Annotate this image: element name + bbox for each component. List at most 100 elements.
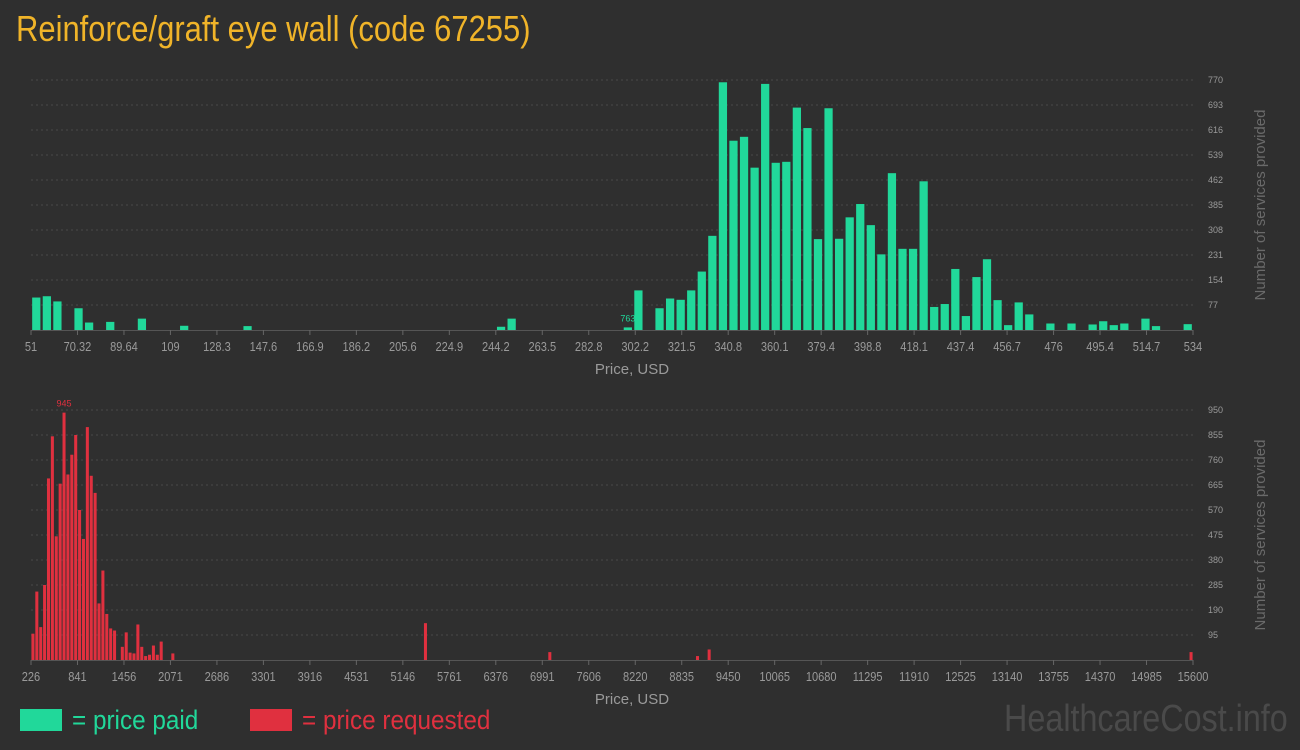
requested-xtick-label: 2686 bbox=[205, 669, 230, 684]
paid-bar bbox=[982, 259, 992, 330]
paid-bar bbox=[1025, 314, 1034, 330]
paid-bar bbox=[1183, 324, 1192, 330]
requested-bar bbox=[97, 603, 101, 660]
requested-bar bbox=[707, 649, 711, 660]
paid-xtick-label: 321.5 bbox=[668, 339, 696, 354]
paid-y-axis-label: Number of services provided bbox=[1252, 110, 1269, 301]
paid-bar bbox=[718, 82, 728, 330]
requested-xtick-label: 13140 bbox=[992, 669, 1023, 684]
requested-xtick-label: 15600 bbox=[1178, 669, 1209, 684]
requested-bar bbox=[148, 654, 152, 660]
paid-bar bbox=[697, 271, 706, 330]
requested-xtick-label: 9450 bbox=[716, 669, 741, 684]
paid-xtick-label: 186.2 bbox=[343, 339, 371, 354]
paid-bar bbox=[887, 173, 897, 330]
paid-xtick-label: 476 bbox=[1044, 339, 1063, 354]
requested-xtick-label: 841 bbox=[68, 669, 87, 684]
paid-bar bbox=[930, 306, 939, 330]
paid-xtick-label: 244.2 bbox=[482, 339, 510, 354]
requested-bar bbox=[78, 510, 82, 660]
requested-ytick-label: 380 bbox=[1208, 555, 1223, 565]
paid-xtick-label: 109 bbox=[161, 339, 180, 354]
paid-bar bbox=[813, 239, 823, 330]
paid-bar bbox=[856, 204, 865, 330]
paid-xtick-label: 166.9 bbox=[296, 339, 324, 354]
legend-paid-swatch bbox=[20, 709, 62, 731]
page-title: Reinforce/graft eye wall (code 67255) bbox=[16, 8, 531, 49]
requested-bar bbox=[85, 427, 89, 660]
paid-xtick-label: 495.4 bbox=[1086, 339, 1114, 354]
paid-bar bbox=[1151, 326, 1161, 330]
requested-bar bbox=[50, 436, 54, 660]
paid-ytick-label: 539 bbox=[1208, 150, 1223, 160]
paid-bar bbox=[623, 327, 632, 330]
paid-bar bbox=[908, 248, 918, 330]
paid-bar bbox=[940, 304, 949, 330]
requested-ytick-label: 475 bbox=[1208, 530, 1223, 540]
legend-price-requested: = price requested bbox=[250, 703, 511, 737]
requested-y-axis-label: Number of services provided bbox=[1252, 440, 1269, 631]
paid-bar bbox=[1004, 325, 1013, 330]
requested-bar bbox=[62, 412, 66, 660]
paid-xtick-label: 360.1 bbox=[761, 339, 789, 354]
paid-bar bbox=[243, 326, 252, 330]
requested-xtick-label: 10680 bbox=[806, 669, 837, 684]
paid-bar bbox=[137, 318, 147, 330]
paid-bar bbox=[84, 322, 94, 330]
requested-ytick-label: 285 bbox=[1208, 580, 1223, 590]
paid-bar bbox=[708, 235, 717, 330]
paid-bar bbox=[74, 308, 83, 330]
paid-bar bbox=[106, 321, 115, 330]
legend-requested-swatch bbox=[250, 709, 292, 731]
requested-xtick-label: 12525 bbox=[945, 669, 976, 684]
paid-bar bbox=[834, 238, 844, 330]
requested-xtick-label: 8835 bbox=[669, 669, 694, 684]
requested-bar bbox=[93, 492, 97, 660]
requested-bar bbox=[101, 570, 105, 660]
requested-ytick-label: 760 bbox=[1208, 455, 1223, 465]
paid-bar bbox=[1067, 323, 1076, 330]
requested-bar bbox=[120, 646, 124, 660]
requested-bar bbox=[695, 656, 700, 660]
requested-x-axis-label: Price, USD bbox=[595, 691, 669, 708]
requested-xtick-label: 5761 bbox=[437, 669, 462, 684]
requested-xtick-label: 8220 bbox=[623, 669, 648, 684]
requested-bar bbox=[70, 454, 74, 660]
paid-xtick-label: 51 bbox=[25, 339, 38, 354]
paid-xtick-label: 205.6 bbox=[389, 339, 417, 354]
requested-bar bbox=[113, 630, 117, 660]
requested-xtick-label: 3301 bbox=[251, 669, 276, 684]
paid-bar bbox=[507, 318, 516, 330]
requested-bar bbox=[58, 483, 62, 660]
paid-bar bbox=[1099, 321, 1108, 330]
requested-bar bbox=[124, 632, 128, 660]
paid-xtick-label: 147.6 bbox=[250, 339, 278, 354]
requested-bar bbox=[66, 474, 70, 660]
requested-bar bbox=[144, 656, 148, 660]
paid-xtick-label: 282.8 bbox=[575, 339, 603, 354]
paid-xtick-label: 379.4 bbox=[807, 339, 835, 354]
requested-bar bbox=[136, 624, 140, 660]
requested-xtick-label: 4531 bbox=[344, 669, 369, 684]
requested-xtick-label: 5146 bbox=[391, 669, 416, 684]
paid-max-label: 763 bbox=[620, 313, 635, 323]
requested-ytick-label: 665 bbox=[1208, 480, 1223, 490]
paid-bar bbox=[687, 290, 696, 330]
paid-bar bbox=[750, 167, 759, 330]
paid-ytick-label: 77 bbox=[1208, 300, 1218, 310]
requested-bar bbox=[159, 641, 163, 660]
requested-bar bbox=[54, 536, 58, 660]
requested-xtick-label: 2071 bbox=[158, 669, 183, 684]
requested-ytick-label: 190 bbox=[1208, 605, 1223, 615]
paid-ytick-label: 616 bbox=[1208, 125, 1223, 135]
requested-xtick-label: 226 bbox=[22, 669, 41, 684]
paid-bar bbox=[919, 181, 928, 330]
paid-bar bbox=[655, 308, 664, 330]
requested-bar bbox=[423, 623, 427, 660]
paid-xtick-label: 398.8 bbox=[854, 339, 882, 354]
paid-xtick-label: 514.7 bbox=[1133, 339, 1161, 354]
paid-bar bbox=[898, 248, 907, 330]
requested-xtick-label: 14985 bbox=[1131, 669, 1162, 684]
requested-max-label: 945 bbox=[57, 399, 72, 409]
paid-bar bbox=[972, 277, 981, 330]
